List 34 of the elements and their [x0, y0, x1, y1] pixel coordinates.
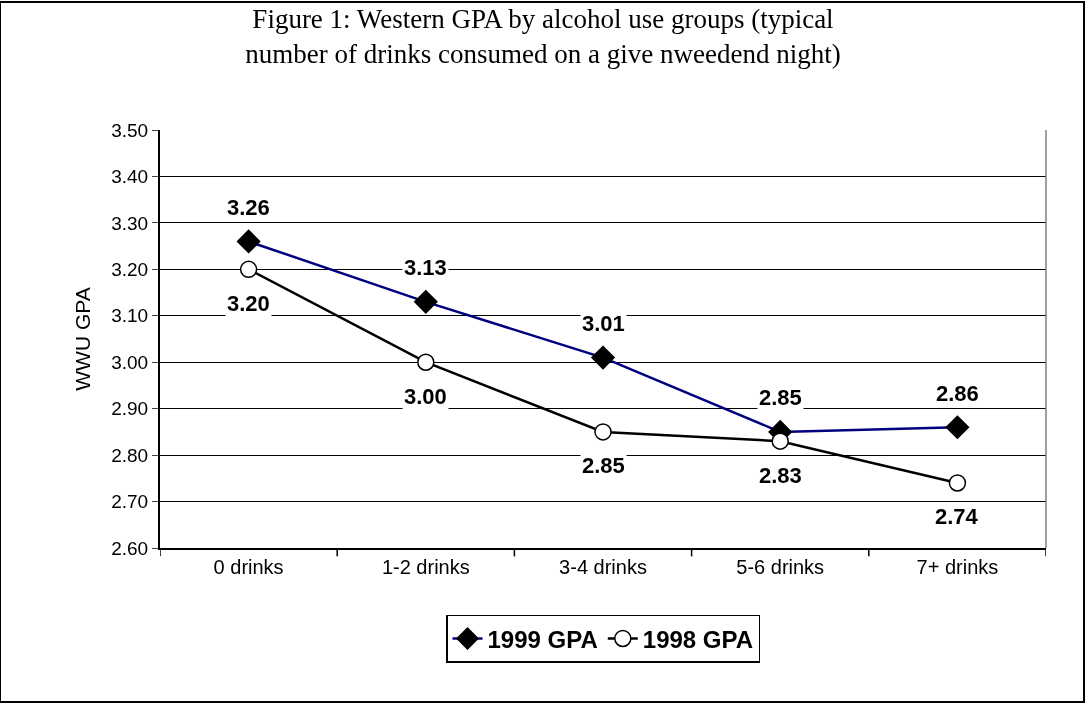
y-tick-label: 3.10: [111, 305, 149, 327]
data-label: 3.01: [582, 311, 625, 336]
point: [239, 260, 258, 279]
data-label: 2.74: [935, 504, 979, 529]
chart-title: Figure 1: Western GPA by alcohol use groups (typical number of drinks consumed on a give nweedend night): [245, 4, 841, 70]
data-label: 3.20: [227, 291, 270, 316]
x-tick-label: 0 drinks: [213, 556, 284, 578]
x-tick-label: 1-2 drinks: [381, 556, 470, 578]
y-tick-label: 3.00: [111, 351, 149, 373]
y-tick-label: 2.60: [111, 537, 149, 559]
legend-label: 1999 GPA: [487, 625, 598, 653]
data-label: 2.85: [582, 453, 625, 478]
data-label: 3.26: [227, 195, 270, 220]
y-tick-label: 3.30: [111, 212, 149, 234]
legend-label: 1998 GPA: [642, 625, 754, 653]
point: [948, 474, 967, 492]
data-label: 3.13: [404, 255, 447, 280]
y-tick-label: 2.90: [111, 398, 149, 420]
data-label: 2.83: [759, 463, 802, 488]
data-label: 3.00: [404, 384, 447, 409]
y-tick-label: 3.50: [111, 119, 149, 141]
y-tick-label: 3.20: [111, 258, 149, 280]
data-label: 2.85: [759, 385, 802, 410]
point: [417, 353, 435, 371]
y-tick-label: 2.70: [111, 491, 149, 513]
x-tick-label: 7+ drinks: [916, 556, 999, 578]
x-tick-label: 3-4 drinks: [559, 556, 647, 578]
data-label: 2.86: [936, 381, 979, 406]
y-tick-label: 3.40: [111, 166, 149, 188]
y-tick-label: 2.80: [111, 444, 149, 466]
y-axis-title: WWU GPA: [70, 287, 94, 391]
point: [594, 423, 612, 441]
x-tick-label: 5-6 drinks: [736, 556, 825, 578]
point: [771, 432, 789, 450]
